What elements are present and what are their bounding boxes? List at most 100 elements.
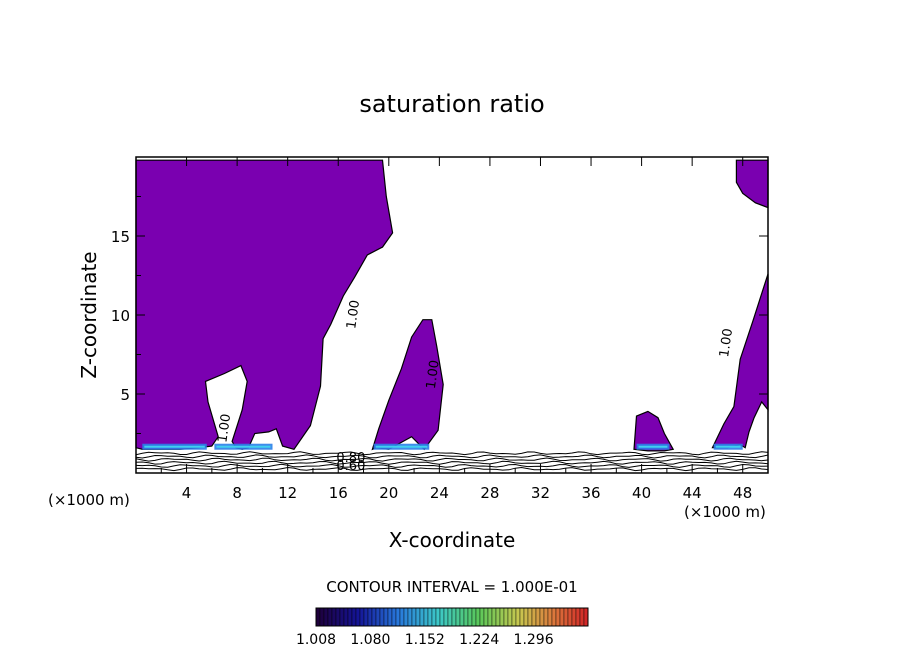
colorbar-label-4: 1.296	[514, 632, 554, 648]
colorbar-swatch	[427, 607, 433, 627]
colorbar-swatch	[439, 607, 445, 627]
colorbar-swatch	[367, 607, 373, 627]
colorbar-swatch	[483, 607, 489, 627]
cloud-base-core-2	[375, 445, 428, 448]
colorbar-swatch	[343, 607, 349, 627]
colorbar-swatch	[347, 607, 353, 627]
colorbar-swatch	[379, 607, 385, 627]
colorbar-swatch	[391, 607, 397, 627]
colorbar-swatch	[435, 607, 441, 627]
cloud-base-core-3	[638, 445, 668, 448]
colorbar-swatch	[447, 607, 453, 627]
x-tick-label-4: 4	[182, 484, 192, 502]
colorbar-swatch	[315, 607, 321, 627]
x-axis-ticks: 4 8 12 16 20 24 28 32 36 40 44 48	[160, 157, 752, 502]
colorbar-swatch	[495, 607, 501, 627]
x-axis-label: X-coordinate	[389, 528, 516, 552]
colorbar-swatch	[431, 607, 437, 627]
colorbar-swatch	[375, 607, 381, 627]
x-tick-label-24: 24	[430, 484, 449, 502]
colorbar-swatch	[359, 607, 365, 627]
colorbar-swatch	[535, 607, 541, 627]
colorbar-swatch	[527, 607, 533, 627]
colorbar-swatch	[543, 607, 549, 627]
colorbar-swatch	[507, 607, 513, 627]
contour-labels: 1.00 1.00 1.00 1.00 0.800.60	[215, 299, 736, 474]
contour-label-5: 0.60	[336, 459, 365, 474]
colorbar-swatch	[451, 607, 457, 627]
colorbar-swatch	[467, 607, 473, 627]
colorbar-label-1: 1.080	[350, 632, 390, 648]
x-tick-label-48: 48	[733, 484, 752, 502]
x-tick-label-32: 32	[531, 484, 550, 502]
colorbar-swatch	[411, 607, 417, 627]
surface-contour-line-1	[135, 463, 769, 468]
colorbar-swatch	[335, 607, 341, 627]
colorbar-swatch	[419, 607, 425, 627]
colorbar-swatch	[523, 607, 529, 627]
colorbar-swatch	[515, 607, 521, 627]
x-unit-left: (×1000 m)	[48, 491, 130, 509]
contour-label-2: 1.00	[215, 413, 234, 444]
colorbar-label-0: 1.008	[296, 632, 336, 648]
x-tick-label-40: 40	[632, 484, 651, 502]
colorbar-swatch	[363, 607, 369, 627]
surface-contour-line-3	[135, 457, 769, 462]
saturated-region-west-column	[135, 159, 394, 450]
colorbar-swatch	[403, 607, 409, 627]
colorbar-swatch	[487, 607, 493, 627]
contour-label-0: 1.00	[344, 299, 363, 330]
colorbar-swatch	[559, 607, 565, 627]
colorbar-swatch	[531, 607, 537, 627]
y-tick-label-15: 15	[111, 228, 130, 246]
contour-label-4: 0.80	[336, 451, 365, 466]
colorbar-swatch	[475, 607, 481, 627]
colorbar-swatch	[327, 607, 333, 627]
colorbar-swatch	[499, 607, 505, 627]
x-unit-right: (×1000 m)	[684, 503, 766, 521]
x-tick-label-44: 44	[683, 484, 702, 502]
x-tick-label-8: 8	[232, 484, 242, 502]
colorbar-swatch	[323, 607, 329, 627]
colorbar-swatch	[399, 607, 405, 627]
y-tick-label-5: 5	[120, 386, 130, 404]
saturated-region-small-cell	[633, 410, 675, 452]
colorbar-swatch	[415, 607, 421, 627]
colorbar-swatch	[383, 607, 389, 627]
colorbar-swatch	[455, 607, 461, 627]
colorbar-swatch	[443, 607, 449, 627]
colorbar-swatch	[583, 607, 589, 627]
y-axis-ticks: 5 10 15	[111, 196, 768, 434]
colorbar-labels: 1.008 1.080 1.152 1.224 1.296	[296, 632, 554, 648]
surface-contour-line-5	[135, 451, 769, 456]
y-tick-label-10: 10	[111, 307, 130, 325]
colorbar-swatch	[355, 607, 361, 627]
cloud-base-core-1	[216, 445, 271, 448]
colorbar-swatch	[459, 607, 465, 627]
colorbar-swatch	[579, 607, 585, 627]
x-tick-label-36: 36	[581, 484, 600, 502]
colorbar-swatch	[567, 607, 573, 627]
surface-contour-line-2	[135, 460, 769, 465]
colorbar-swatch	[491, 607, 497, 627]
surface-contour-line-4	[135, 454, 769, 459]
colorbar-swatch	[539, 607, 545, 627]
colorbar-swatch	[479, 607, 485, 627]
y-axis-label: Z-coordinate	[77, 251, 101, 378]
colorbar-swatch	[563, 607, 569, 627]
contour-label-1: 1.00	[424, 359, 443, 390]
colorbar-swatch	[511, 607, 517, 627]
saturated-regions	[135, 159, 769, 452]
colorbar-swatch	[503, 607, 509, 627]
colorbar-swatch	[547, 607, 553, 627]
colorbar-swatch	[407, 607, 413, 627]
saturated-region-east-top-patch	[735, 159, 769, 209]
surface-contour-bands	[135, 451, 769, 472]
colorbar-swatch	[471, 607, 477, 627]
colorbar-swatch	[395, 607, 401, 627]
chart-title: saturation ratio	[359, 90, 544, 118]
colorbar-label-2: 1.152	[405, 632, 445, 648]
colorbar-swatch	[575, 607, 581, 627]
colorbar-label-3: 1.224	[459, 632, 499, 648]
